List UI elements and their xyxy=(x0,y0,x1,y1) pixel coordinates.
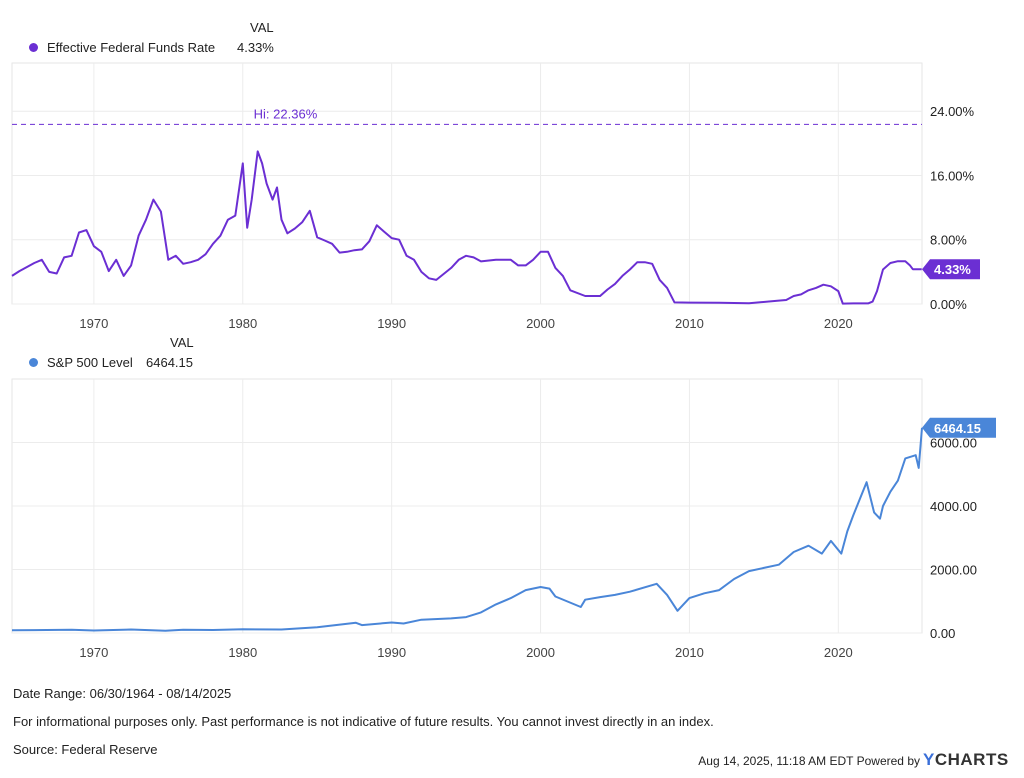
x-tick-label: 2020 xyxy=(824,316,853,330)
x-tick-label: 1980 xyxy=(228,645,257,660)
plot-area xyxy=(11,62,923,305)
tag-text: 6464.15 xyxy=(934,421,981,436)
x-tick-label: 1990 xyxy=(377,645,406,660)
legend-item-fed-funds[interactable]: Effective Federal Funds Rate xyxy=(29,40,215,55)
y-tick-label: 4000.00 xyxy=(930,499,977,514)
y-tick-label: 0.00% xyxy=(930,297,967,312)
x-tick-label: 1970 xyxy=(79,645,108,660)
x-tick-label: 1990 xyxy=(377,316,406,330)
x-tick-label: 2000 xyxy=(526,645,555,660)
x-tick-label: 1980 xyxy=(228,316,257,330)
legend-label: S&P 500 Level xyxy=(47,355,133,370)
series-dot-icon xyxy=(29,358,38,367)
x-tick-label: 2010 xyxy=(675,645,704,660)
y-tick-label: 16.00% xyxy=(930,168,975,183)
x-tick-label: 2010 xyxy=(675,316,704,330)
y-tick-label: 24.00% xyxy=(930,104,975,119)
y-tick-label: 6000.00 xyxy=(930,436,977,451)
x-tick-label: 1970 xyxy=(79,316,108,330)
series-line xyxy=(11,427,923,632)
tag-background xyxy=(922,417,996,438)
timestamp: Aug 14, 2025, 11:18 AM EDT Powered by xyxy=(698,754,920,768)
ycharts-logo[interactable]: YCHARTS xyxy=(923,750,1009,769)
sp500-chart[interactable]: 0.00 2000.00 4000.00 6000.00 1970 1980 1990 200… xyxy=(0,330,1024,660)
source: Source: Federal Reserve xyxy=(13,742,158,757)
last-value-tag: 4.33% xyxy=(922,259,980,280)
date-range: Date Range: 06/30/1964 - 08/14/2025 xyxy=(13,686,232,701)
val-header-1: VAL xyxy=(250,20,274,35)
val-header-2: VAL xyxy=(170,335,194,350)
legend-value-fed-funds: 4.33% xyxy=(237,40,274,55)
y-tick-label: 2000.00 xyxy=(930,563,977,578)
series-dot-icon xyxy=(29,43,38,52)
tag-background xyxy=(922,259,980,280)
last-value-tag: 6464.15 xyxy=(922,417,996,438)
x-tick-label: 2000 xyxy=(526,316,555,330)
y-tick-label: 8.00% xyxy=(930,233,967,248)
x-tick-label: 2020 xyxy=(824,645,853,660)
y-tick-label: 0.00 xyxy=(930,626,955,641)
legend-item-sp500[interactable]: S&P 500 Level xyxy=(29,355,133,370)
fed-funds-chart[interactable]: 0.00% 8.00% 16.00% 24.00% 1970 1980 1990 2000 20… xyxy=(0,0,1024,330)
legend-label: Effective Federal Funds Rate xyxy=(47,40,216,55)
tag-text: 4.33% xyxy=(934,262,971,277)
legend-value-sp500: 6464.15 xyxy=(146,355,193,370)
disclaimer: For informational purposes only. Past pe… xyxy=(13,714,714,729)
high-label: Hi: 22.36% xyxy=(254,106,318,121)
series-line xyxy=(11,150,922,305)
